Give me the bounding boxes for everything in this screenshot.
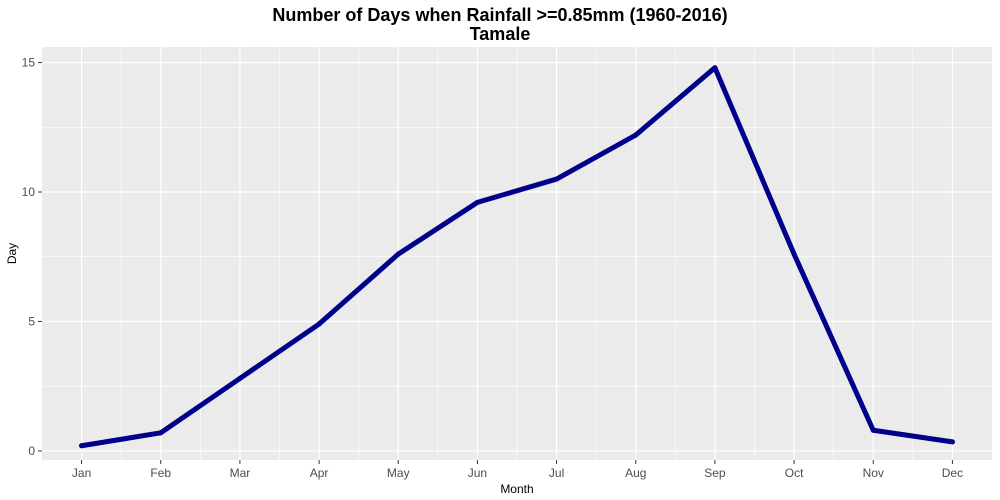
x-tick-label: Feb (150, 466, 171, 480)
x-tick-label: Sep (704, 466, 726, 480)
x-tick-label: Jul (549, 466, 564, 480)
x-tick-label: Apr (310, 466, 329, 480)
x-tick-label: Dec (942, 466, 963, 480)
data-point (79, 443, 85, 449)
data-point (712, 65, 718, 71)
chart-title: Number of Days when Rainfall >=0.85mm (1… (272, 5, 728, 25)
y-tick-label: 10 (22, 185, 36, 199)
y-axis: 0 5 10 15 (22, 56, 42, 458)
x-tick-label: Oct (785, 466, 804, 480)
x-tick-label: Mar (230, 466, 251, 480)
y-tick-label: 0 (28, 444, 35, 458)
data-point (870, 427, 876, 433)
series-layer (79, 65, 955, 449)
data-point (633, 132, 639, 138)
series-line (79, 65, 955, 449)
data-point (158, 430, 164, 436)
data-point (791, 251, 797, 257)
x-axis-label: Month (500, 482, 533, 496)
x-tick-label: May (387, 466, 410, 480)
minor-gridlines (42, 47, 992, 460)
x-tick-label: Nov (863, 466, 884, 480)
data-point (395, 251, 401, 257)
x-tick-label: Jan (72, 466, 91, 480)
data-point (237, 375, 243, 381)
x-axis: Jan Feb Mar Apr May Jun Jul Aug Sep Oct Nov Dec (72, 460, 963, 480)
data-point (474, 199, 480, 205)
data-point (949, 439, 955, 445)
y-tick-label: 5 (28, 314, 35, 328)
y-tick-label: 15 (22, 56, 36, 70)
x-tick-label: Aug (625, 466, 646, 480)
chart-subtitle: Tamale (469, 24, 531, 44)
y-axis-label: Day (5, 243, 19, 264)
data-point (316, 321, 322, 327)
data-point (554, 176, 560, 182)
x-tick-label: Jun (468, 466, 487, 480)
